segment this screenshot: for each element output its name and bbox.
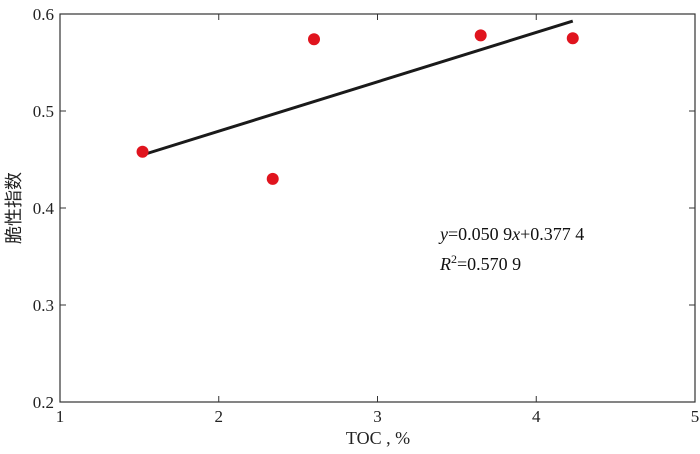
x-tick-label: 5 [691,407,700,426]
points-layer [136,29,579,185]
x-tick-label: 3 [373,407,382,426]
y-axis-title: 脆性指数 [4,172,24,244]
x-tick-label: 4 [532,407,541,426]
y-tick-label: 0.5 [33,102,54,121]
ticks: 1 2 3 4 5 0.2 0.3 0.4 0.5 0.6 [33,5,700,426]
y-tick-label: 0.4 [33,199,55,218]
trendline-layer [142,19,574,157]
x-axis-title: TOC , % [346,428,410,448]
data-point-1 [136,145,149,158]
x-tick-label: 1 [56,407,65,426]
r-squared-label: R2=0.570 9 [439,252,521,274]
y-tick-label: 0.3 [33,296,54,315]
y-tick-label: 0.6 [33,5,54,24]
y-tick-label: 0.2 [33,393,54,412]
axes [59,13,696,403]
plot-frame [59,13,696,403]
regression-line [142,19,574,157]
data-point-2 [266,172,279,185]
data-point-4 [474,29,487,42]
regression-equation: y=0.050 9x+0.377 4 [438,224,584,244]
data-point-5 [566,32,579,45]
data-point-3 [308,33,320,46]
x-tick-label: 2 [215,407,224,426]
